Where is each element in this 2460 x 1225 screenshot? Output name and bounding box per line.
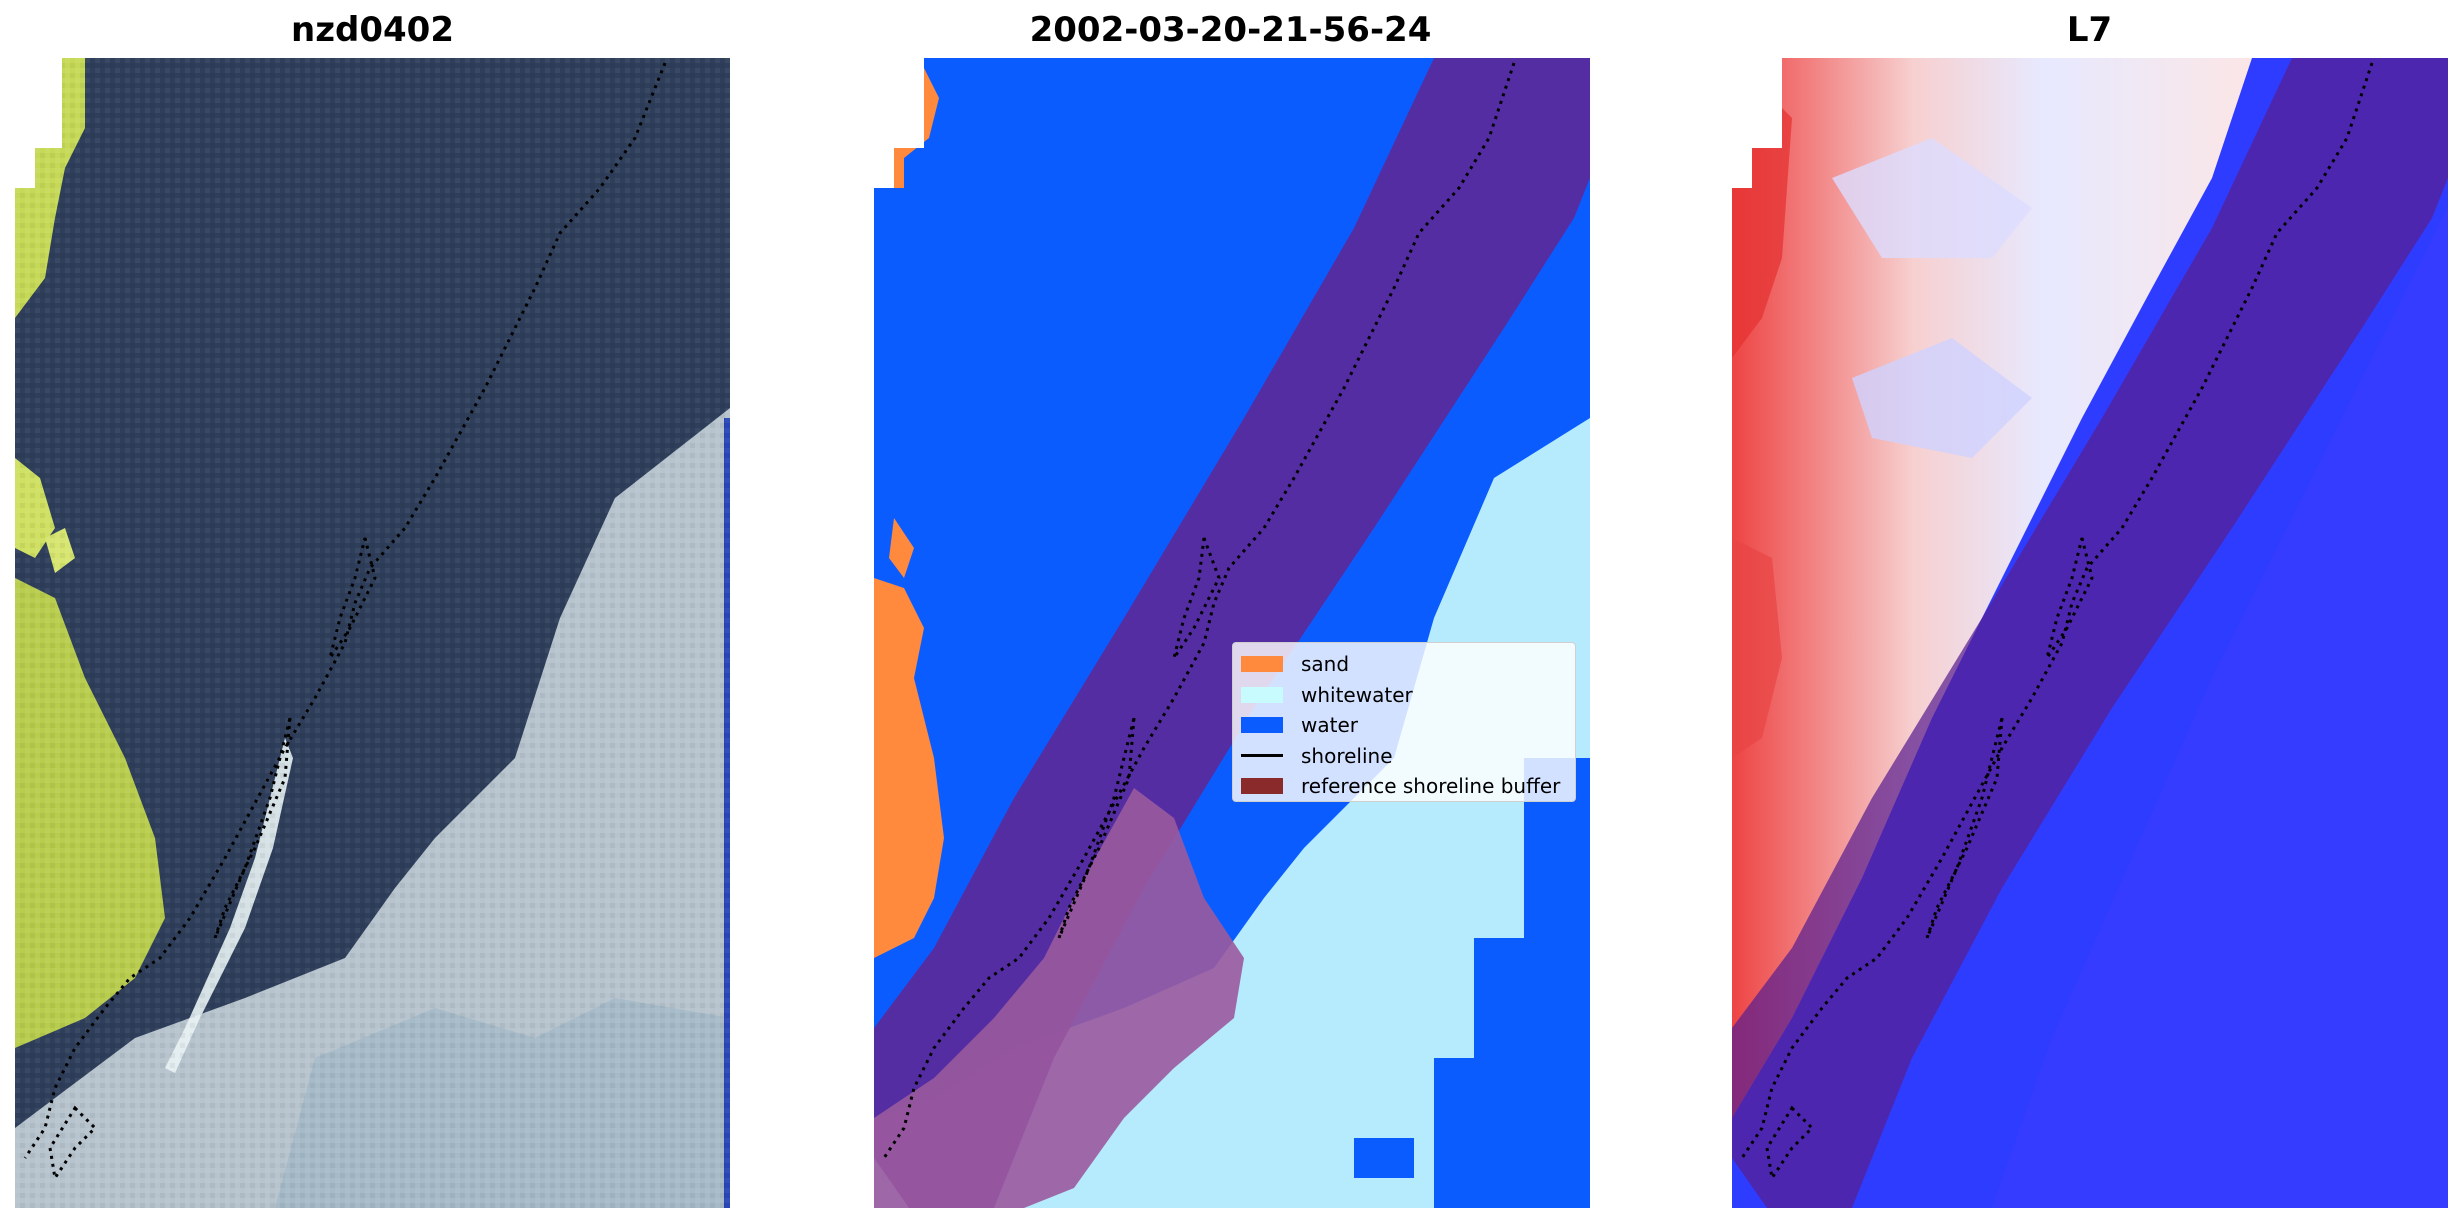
legend-label: sand	[1301, 652, 1350, 677]
legend-label: whitewater	[1301, 682, 1413, 707]
legend-swatch-buffer	[1241, 778, 1283, 795]
legend-swatch-sand	[1241, 656, 1283, 673]
legend-swatch-shoreline	[1241, 754, 1283, 758]
legend-item-buffer: reference shoreline buffer	[1241, 771, 1567, 802]
classification-map	[874, 58, 1590, 1208]
panel-title-rgb: nzd0402	[291, 10, 454, 50]
panel-title-index: L7	[2066, 10, 2113, 50]
index-map	[1732, 58, 2448, 1208]
classification-panel	[874, 58, 1590, 1208]
legend-item-sand: sand	[1241, 649, 1567, 680]
shoreline-trace	[882, 62, 1516, 1159]
map-legend: sand whitewater water shoreline referenc…	[1232, 642, 1576, 802]
shoreline-trace	[1740, 62, 2374, 1159]
panel-title-classification: 2002-03-20-21-56-24	[1029, 10, 1432, 50]
legend-label: water	[1301, 713, 1358, 738]
index-panel	[1732, 58, 2448, 1208]
legend-swatch-water	[1241, 717, 1283, 734]
legend-label: reference shoreline buffer	[1301, 774, 1561, 799]
legend-item-whitewater: whitewater	[1241, 680, 1567, 711]
rgb-satellite-image	[15, 58, 730, 1208]
legend-swatch-whitewater	[1241, 686, 1283, 703]
rgb-image-panel	[15, 58, 730, 1208]
legend-item-shoreline: shoreline	[1241, 741, 1567, 772]
legend-label: shoreline	[1301, 743, 1393, 768]
legend-item-water: water	[1241, 710, 1567, 741]
